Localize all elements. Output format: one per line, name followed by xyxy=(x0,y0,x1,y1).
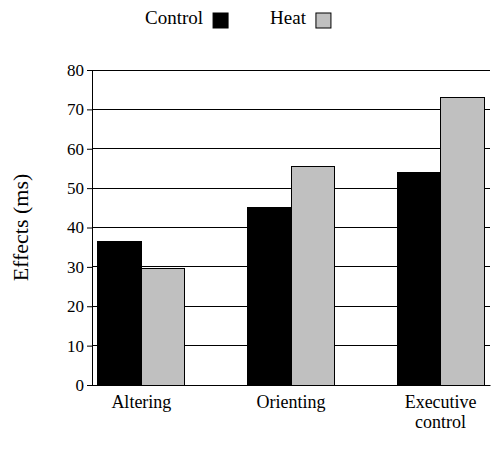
x-tick: Altering xyxy=(111,392,171,412)
y-tick-mark xyxy=(87,228,92,229)
bar xyxy=(141,269,184,385)
x-axis-line xyxy=(93,385,491,386)
x-tick: Orienting xyxy=(257,392,326,412)
y-tick-label: 70 xyxy=(67,100,84,119)
y-tick-mark xyxy=(87,267,92,268)
x-axis: Altering Orienting Executivecontrol xyxy=(93,386,491,432)
y-tick-mark xyxy=(87,385,92,386)
legend-label: Control xyxy=(145,7,203,28)
y-tick-label: 10 xyxy=(67,337,84,356)
legend-label: Heat xyxy=(270,7,307,28)
bar xyxy=(248,208,291,385)
y-axis-line xyxy=(87,71,93,386)
legend-item: Heat xyxy=(270,7,331,28)
legend: Control Heat xyxy=(145,7,331,28)
y-tick: 80 xyxy=(67,61,92,80)
y-tick-mark xyxy=(87,346,92,347)
y-tick: 10 xyxy=(67,337,92,356)
y-tick: 30 xyxy=(67,258,92,277)
y-tick-mark xyxy=(87,109,92,110)
y-tick: 40 xyxy=(67,218,92,237)
y-tick-mark xyxy=(87,188,92,189)
y-tick: 50 xyxy=(67,179,92,198)
bars xyxy=(98,98,484,385)
legend-item: Control xyxy=(145,7,228,28)
bar xyxy=(397,172,440,385)
grid-line xyxy=(92,109,490,110)
x-tick: Executivecontrol xyxy=(405,392,477,432)
grid xyxy=(92,70,490,385)
chart: 0 10 20 30 40 50 60 70 80 Altering Orienting Execut… xyxy=(0,0,500,453)
legend-swatch xyxy=(316,13,331,28)
y-tick: 70 xyxy=(67,100,92,119)
x-tick-label: Altering xyxy=(111,392,171,412)
y-tick: 60 xyxy=(67,140,92,159)
y-tick-label: 0 xyxy=(76,376,85,395)
y-tick-mark xyxy=(87,306,92,307)
bar xyxy=(291,166,334,385)
y-tick-label: 60 xyxy=(67,140,84,159)
y-axis: 0 10 20 30 40 50 60 70 80 xyxy=(67,61,93,395)
y-tick-mark xyxy=(87,70,92,71)
y-tick-mark xyxy=(87,149,92,150)
y-tick-label: 20 xyxy=(67,297,84,316)
grid-line xyxy=(92,148,490,149)
y-tick-label: 30 xyxy=(67,258,84,277)
y-tick-label: 40 xyxy=(67,218,84,237)
y-tick-label: 80 xyxy=(67,61,84,80)
bar xyxy=(98,241,141,385)
y-axis-title: Effects (ms) xyxy=(8,174,33,282)
y-tick: 0 xyxy=(76,376,93,395)
x-tick-label: Orienting xyxy=(257,392,326,412)
grid-line xyxy=(92,70,490,71)
bar xyxy=(441,98,484,385)
plot-area: 0 10 20 30 40 50 60 70 80 Altering Orienting Execut… xyxy=(67,61,491,432)
y-tick: 20 xyxy=(67,297,92,316)
y-tick-label: 50 xyxy=(67,179,84,198)
legend-swatch xyxy=(213,13,228,28)
x-tick-label: Executivecontrol xyxy=(405,392,477,432)
